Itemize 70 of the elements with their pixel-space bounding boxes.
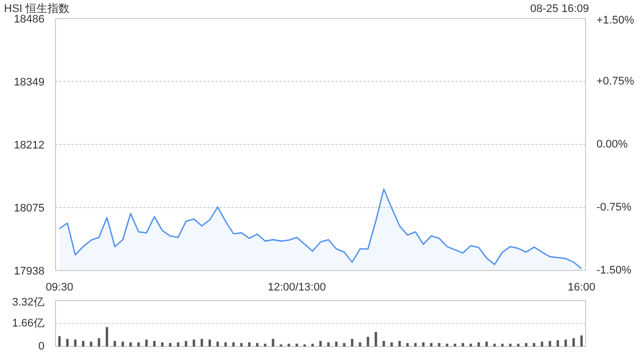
- bar: [446, 344, 448, 346]
- bar: [485, 342, 488, 346]
- bar: [478, 342, 480, 346]
- bar: [66, 338, 69, 346]
- bar: [248, 342, 250, 346]
- bar: [224, 342, 227, 346]
- y-tick-label: 17938: [14, 266, 45, 278]
- bar: [327, 342, 330, 346]
- bar: [114, 340, 116, 346]
- bar: [122, 342, 124, 346]
- bar: [454, 344, 456, 346]
- bar: [169, 343, 172, 346]
- bar: [493, 344, 496, 346]
- bar: [374, 332, 378, 346]
- bar: [438, 343, 440, 346]
- chart-title: HSI 恒生指数: [4, 2, 70, 15]
- y2-tick-label: -1.50%: [596, 264, 632, 276]
- bar: [501, 344, 504, 346]
- x-tick-label: 16:00: [568, 282, 596, 294]
- y-tick-label: 3.32亿: [12, 296, 45, 308]
- bar: [192, 340, 196, 346]
- y-tick-label: 18075: [14, 202, 45, 214]
- y2-tick-label: -0.75%: [596, 202, 632, 214]
- bar: [414, 343, 417, 346]
- bar: [398, 340, 401, 346]
- x-tick-label: 09:30: [46, 282, 74, 294]
- bar: [296, 344, 298, 346]
- y-tick-label: 18349: [14, 76, 45, 88]
- bar: [240, 343, 243, 346]
- y2-tick-label: +1.50%: [596, 14, 634, 26]
- bar: [216, 342, 219, 346]
- bar: [311, 344, 314, 346]
- bar: [524, 343, 528, 346]
- bar: [200, 338, 204, 346]
- bar: [462, 343, 464, 346]
- bar: [176, 342, 180, 346]
- bar: [335, 342, 338, 346]
- y2-tick-label: 0.00%: [596, 138, 628, 150]
- bar: [288, 344, 290, 346]
- bar: [264, 344, 266, 346]
- bar: [106, 327, 108, 346]
- bar: [548, 340, 552, 346]
- bar: [256, 343, 258, 346]
- bar: [153, 340, 156, 346]
- y-tick-label: 1.66亿: [12, 318, 45, 330]
- bar: [74, 340, 76, 346]
- bar: [532, 343, 536, 346]
- bar: [390, 342, 393, 346]
- bar: [509, 344, 512, 346]
- bar: [343, 343, 346, 346]
- bar: [161, 342, 164, 346]
- text: 08-25 16:09: [530, 2, 589, 17]
- bar: [90, 342, 92, 346]
- bar: [564, 340, 567, 346]
- y-tick-label: 18212: [14, 140, 45, 152]
- bar: [82, 340, 84, 346]
- bar: [572, 338, 575, 346]
- bar: [517, 344, 520, 346]
- bar: [129, 342, 132, 346]
- bar: [382, 340, 385, 346]
- bar: [556, 340, 559, 346]
- bar: [422, 342, 425, 346]
- x-tick-label: 12:00/13:00: [268, 282, 326, 294]
- bar: [208, 340, 211, 346]
- bar: [350, 338, 354, 346]
- bar: [430, 343, 432, 346]
- y-tick-label: 18486: [14, 14, 45, 26]
- y-tick-label: 0: [38, 340, 45, 352]
- y2-tick-label: +0.75%: [596, 76, 634, 88]
- bar: [470, 344, 472, 346]
